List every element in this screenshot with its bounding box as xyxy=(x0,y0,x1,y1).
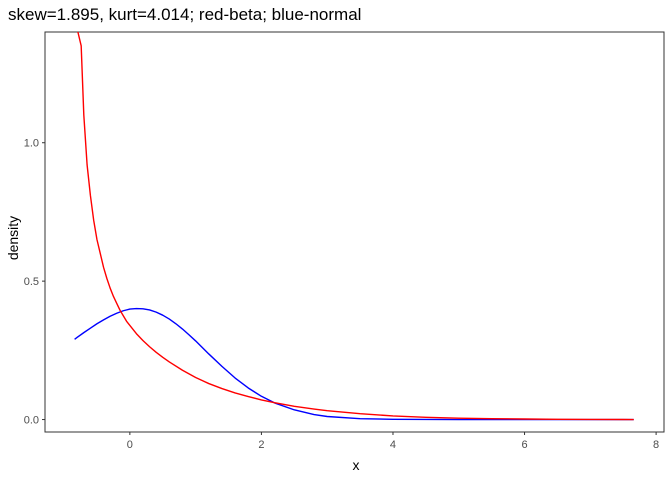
chart-title: skew=1.895, kurt=4.014; red-beta; blue-n… xyxy=(8,5,361,24)
x-axis: 0 2 4 6 8 xyxy=(127,432,659,451)
y-tick-label: 0.0 xyxy=(24,415,39,427)
beta-density-line xyxy=(77,32,634,421)
y-tick-label: 1.0 xyxy=(24,138,39,150)
y-tick-label: 0.5 xyxy=(24,276,39,288)
x-tick-label: 6 xyxy=(521,439,527,451)
y-axis-title: density xyxy=(5,216,21,260)
x-tick-label: 2 xyxy=(258,439,264,451)
y-axis: 0.0 0.5 1.0 xyxy=(24,138,45,427)
x-axis-title: x xyxy=(353,457,360,473)
x-tick-label: 4 xyxy=(390,439,396,451)
normal-density-line xyxy=(74,307,634,421)
plot-lines xyxy=(74,32,634,421)
plot-panel xyxy=(44,31,665,433)
x-tick-label: 0 xyxy=(127,439,133,451)
x-tick-label: 8 xyxy=(653,439,659,451)
